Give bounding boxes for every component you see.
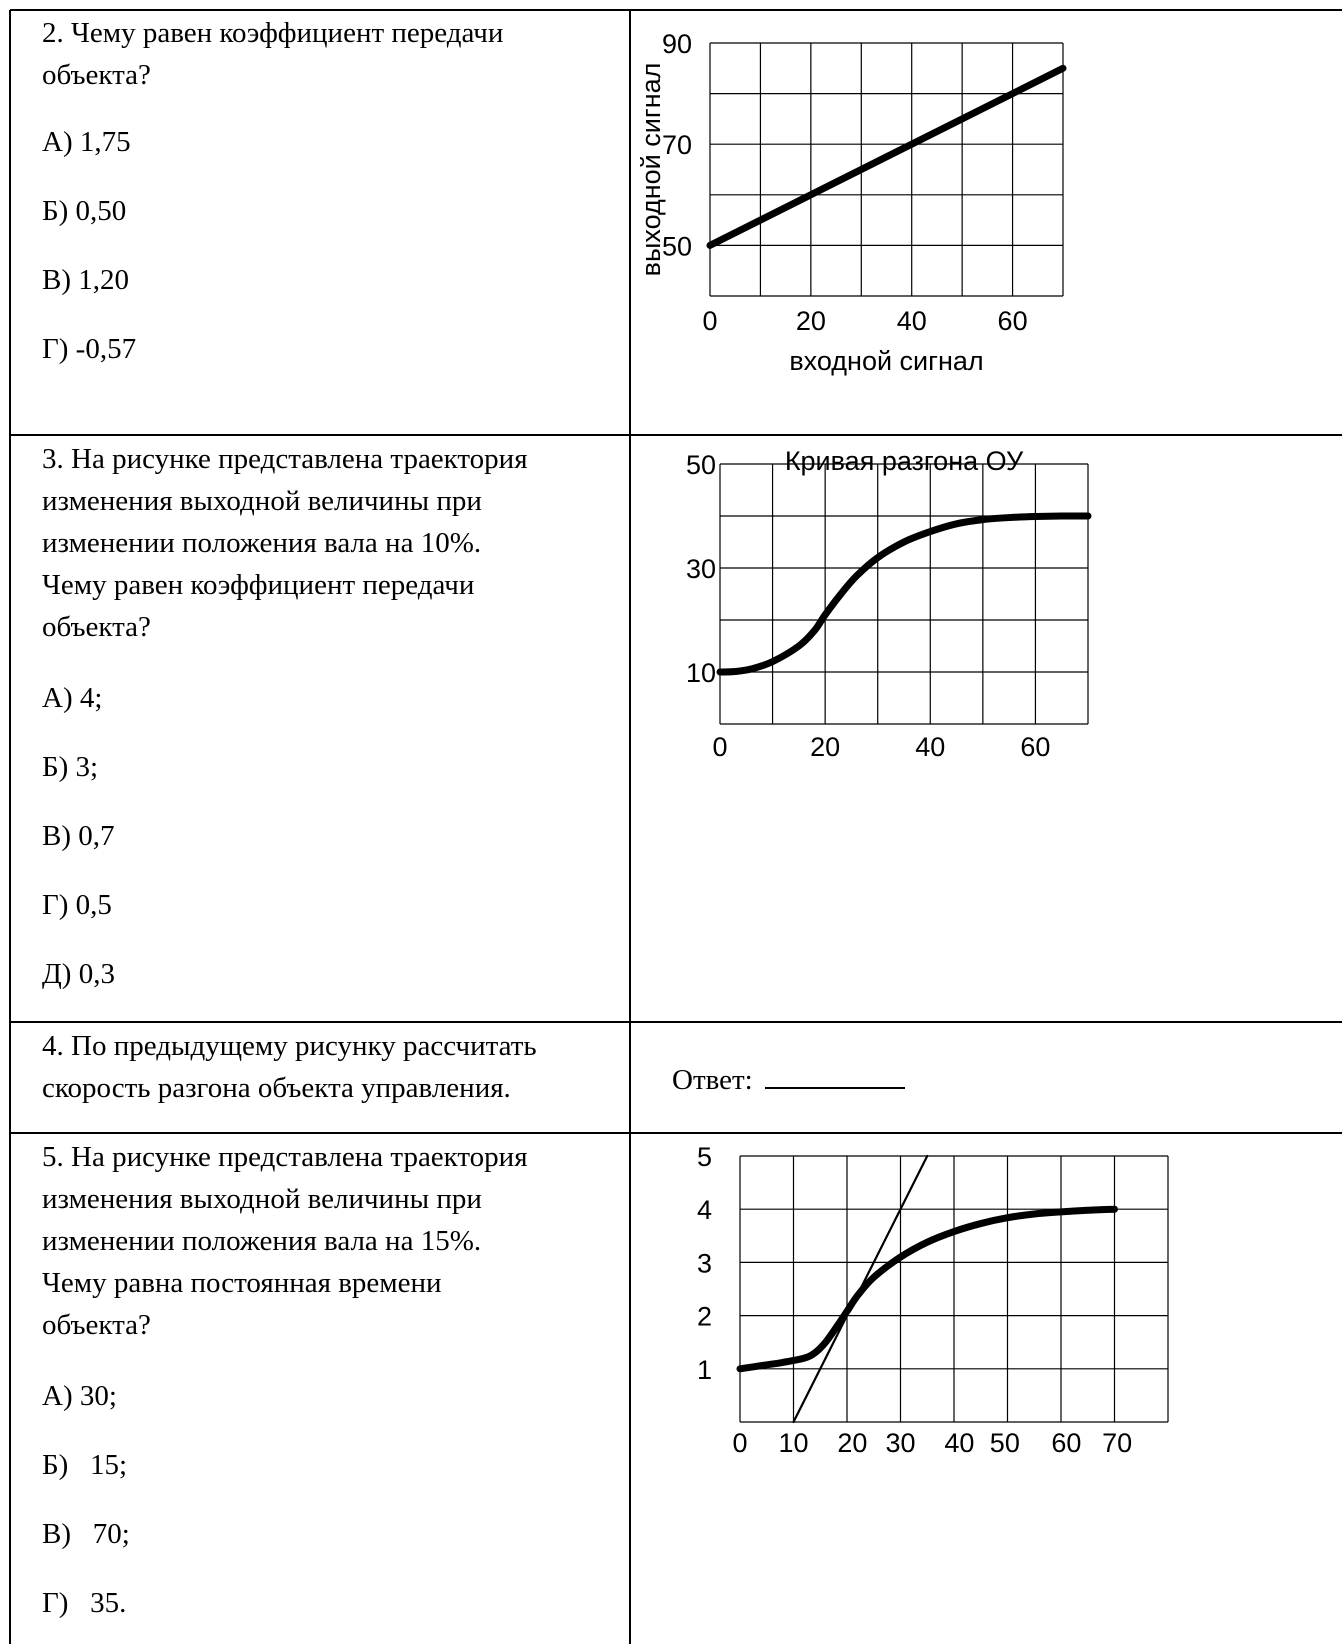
question-text-line: 2. Чему равен коэффициент передачи [42,17,504,49]
q2-option-a[interactable]: А) 1,75 [42,126,131,158]
x-tick-label: 0 [702,306,717,336]
q2-option-d[interactable]: Г) -0,57 [42,333,137,365]
q5-option-b[interactable]: Б) 15; [42,1449,128,1481]
answer-blank-line[interactable] [764,1063,905,1089]
question-text-line: 5. На рисунке представлена траектория [42,1141,528,1173]
y-tick-label: 1 [697,1355,712,1385]
series-line [736,1205,1118,1373]
question-text-line: 3. На рисунке представлена траектория [42,443,528,475]
chart-grid [739,1155,1169,1423]
x-tick-label: 60 [1051,1428,1081,1458]
q5-option-d[interactable]: Г) 35. [42,1587,127,1619]
question-text-line: объекта? [42,611,151,643]
x-tick-label: 0 [732,1428,747,1458]
question-text-line: изменения выходной величины при [42,485,482,517]
x-tick-label: 60 [1020,732,1050,762]
y-tick-label: 5 [697,1142,712,1172]
y-tick-label: 30 [686,554,716,584]
q3-option-c[interactable]: В) 0,7 [42,820,115,852]
x-tick-label: 50 [990,1428,1020,1458]
y-tick-label: 50 [686,450,716,480]
y-tick-label: 3 [697,1248,712,1278]
y-axis-label: выходной сигнал [636,63,666,277]
x-tick-label: 20 [810,732,840,762]
x-tick-label: 30 [885,1428,915,1458]
q3-option-b[interactable]: Б) 3; [42,751,99,783]
question-text-line: объекта? [42,59,151,91]
question-text-line: 4. По предыдущему рисунку рассчитать [42,1030,537,1062]
q2-option-c[interactable]: В) 1,20 [42,264,129,296]
question-text-line: Чему равна постоянная времени [42,1267,442,1299]
q5-option-a[interactable]: А) 30; [42,1380,117,1412]
question-2-text: 2. Чему равен коэффициент передачи объек… [42,12,503,96]
y-tick-label: 70 [662,130,692,160]
q3-option-d[interactable]: Г) 0,5 [42,889,112,921]
question-text-line: изменении положения вала на 15%. [42,1225,482,1257]
x-tick-label: 20 [837,1428,867,1458]
tangent-line [792,1154,929,1424]
q2-option-b[interactable]: Б) 0,50 [42,195,127,227]
y-tick-label: 90 [662,29,692,59]
question-text-line: изменения выходной величины при [42,1183,482,1215]
chart-acceleration-curve: 0 20 40 60 10 30 50 Кривая разгона ОУ [686,446,1092,762]
q5-option-c[interactable]: В) 70; [42,1518,130,1550]
q3-option-a[interactable]: А) 4; [42,682,103,714]
y-tick-label: 10 [686,658,716,688]
x-tick-label: 0 [712,732,727,762]
chart-title: Кривая разгона ОУ [785,446,1024,476]
x-tick-label: 40 [915,732,945,762]
question-5-text: 5. На рисунке представлена траектория из… [42,1136,528,1346]
x-axis-label: входной сигнал [789,346,983,376]
x-tick-label: 40 [897,306,927,336]
y-tick-label: 4 [697,1195,712,1225]
series-line [706,64,1067,249]
question-text-line: Чему равен коэффициент передачи [42,569,475,601]
chart-grid [719,463,1089,725]
question-4-text: 4. По предыдущему рисунку рассчитать ско… [42,1025,537,1109]
chart-grid [709,42,1064,297]
question-text-line: изменении положения вала на 10%. [42,527,482,559]
x-tick-label: 10 [778,1428,808,1458]
question-text-line: скорость разгона объекта управления. [42,1072,511,1104]
question-3-text: 3. На рисунке представлена траектория из… [42,438,528,648]
x-tick-label: 20 [796,306,826,336]
answer-field[interactable]: Ответ: [643,1030,905,1130]
y-tick-label: 50 [662,231,692,261]
chart-input-output: 0 20 40 60 50 70 90 входной сигнал выходной сигн… [636,29,1067,376]
series-line [716,512,1092,676]
q3-option-e[interactable]: Д) 0,3 [42,958,115,990]
x-tick-label: 40 [944,1428,974,1458]
x-tick-label: 70 [1102,1428,1132,1458]
chart-time-constant: 0 10 20 30 40 50 60 70 1 2 3 4 5 [697,1142,1169,1458]
y-tick-label: 2 [697,1302,712,1332]
answer-label: Ответ: [672,1064,753,1096]
question-text-line: объекта? [42,1309,151,1341]
x-tick-label: 60 [998,306,1028,336]
